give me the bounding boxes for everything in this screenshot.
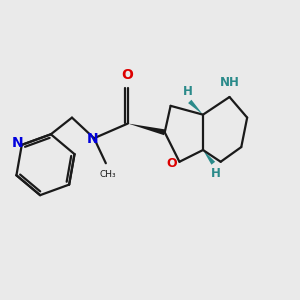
Text: NH: NH [220, 76, 240, 89]
Text: O: O [166, 157, 176, 170]
Text: N: N [87, 132, 98, 146]
Text: CH₃: CH₃ [100, 170, 116, 179]
Text: N: N [12, 136, 23, 150]
Polygon shape [128, 124, 165, 135]
Text: O: O [122, 68, 133, 82]
Text: H: H [183, 85, 193, 98]
Text: H: H [211, 167, 221, 180]
Polygon shape [188, 100, 203, 115]
Polygon shape [203, 150, 215, 165]
